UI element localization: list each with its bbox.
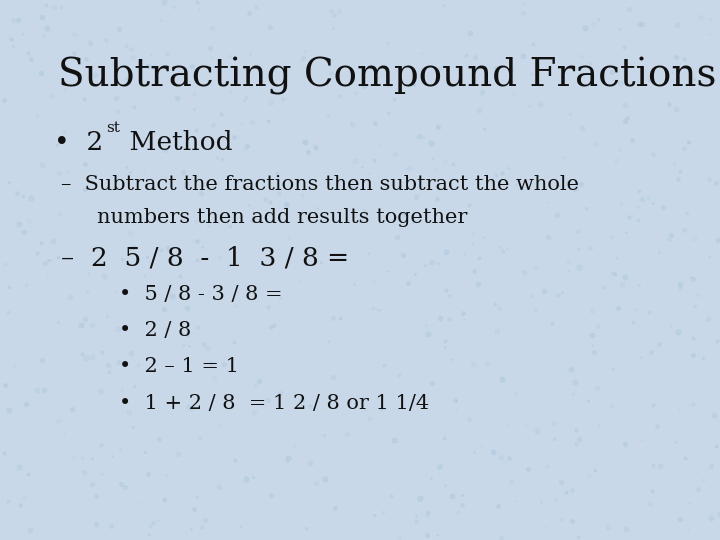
Text: •  2: • 2	[54, 130, 103, 154]
Text: st: st	[107, 122, 120, 136]
Text: Method: Method	[121, 130, 233, 154]
Text: •  2 / 8: • 2 / 8	[119, 321, 191, 340]
Text: •  2 – 1 = 1: • 2 – 1 = 1	[119, 357, 239, 376]
Text: numbers then add results together: numbers then add results together	[97, 208, 467, 227]
Text: •  5 / 8 - 3 / 8 =: • 5 / 8 - 3 / 8 =	[119, 285, 282, 304]
Text: •  1 + 2 / 8  = 1 2 / 8 or 1 1/4: • 1 + 2 / 8 = 1 2 / 8 or 1 1/4	[119, 394, 429, 413]
Text: –  2  5 / 8  -  1  3 / 8 =: – 2 5 / 8 - 1 3 / 8 =	[61, 246, 349, 271]
Text: Subtracting Compound Fractions: Subtracting Compound Fractions	[58, 57, 716, 94]
Text: –  Subtract the fractions then subtract the whole: – Subtract the fractions then subtract t…	[61, 176, 579, 194]
